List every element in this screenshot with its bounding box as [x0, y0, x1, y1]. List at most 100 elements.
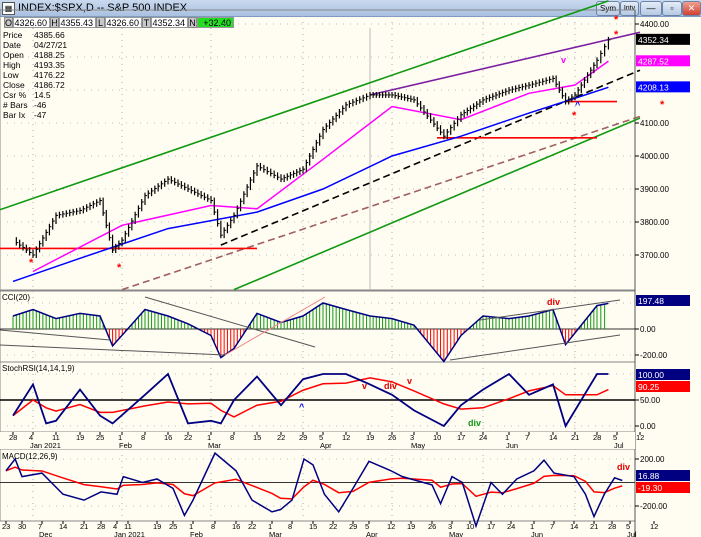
price-bar [35, 246, 39, 258]
price-bar [528, 82, 531, 89]
maximize-button[interactable]: ▫ [662, 1, 682, 16]
info-value: 4193.35 [34, 60, 65, 70]
price-bar [548, 76, 552, 84]
x-tick-label: 22 [277, 433, 285, 442]
price-bar [593, 62, 596, 74]
x-tick-label: 1 [118, 433, 122, 442]
price-bar [193, 187, 197, 196]
price-bar [65, 210, 69, 217]
price-bar [246, 184, 250, 198]
info-row: Price 4385.66 [3, 30, 67, 40]
price-bar [259, 162, 263, 171]
x-tick-label: 5 [613, 433, 617, 442]
price-bar [220, 220, 223, 239]
price-bar [197, 189, 200, 197]
price-bar [381, 91, 385, 98]
price-bar [446, 128, 450, 140]
macd-x-tick-label: 5 [626, 522, 630, 531]
info-value: 4176.22 [34, 70, 65, 80]
ma-slow-line [12, 86, 609, 283]
stochrsi-title: StochRSI(14,14,1,9) [2, 364, 75, 373]
price-bar [115, 243, 118, 254]
price-bar [105, 209, 109, 229]
macd-x-tick-label: 12 [650, 522, 658, 531]
macd-x-tick-label: 21 [590, 522, 598, 531]
intv-button[interactable]: Intv [620, 1, 639, 16]
price-bar [498, 90, 502, 98]
price-bar [328, 119, 332, 130]
price-bar [190, 186, 194, 194]
ma-fast-line [32, 60, 609, 273]
price-bar [352, 99, 355, 107]
cci-title: CCI(20) [2, 293, 30, 302]
cci-line [12, 302, 609, 363]
price-bar [335, 112, 339, 122]
month-label: Jul [614, 441, 624, 450]
price-bar [607, 36, 611, 50]
price-bar [289, 171, 293, 180]
price-bar [345, 101, 348, 112]
macd-month-label: Dec [39, 530, 53, 537]
price-bar [92, 200, 96, 209]
x-tick-label: 28 [9, 433, 17, 442]
macd-x-tick-label: 10 [466, 522, 474, 531]
price-bar [134, 211, 138, 225]
macd-month-label: Mar [269, 530, 282, 537]
macd-x-tick-label: 15 [309, 522, 317, 531]
macd-month-label: Jan 2021 [114, 530, 145, 537]
trendline-4 [121, 115, 641, 291]
cci-trendline [0, 329, 111, 341]
price-bar [253, 170, 256, 184]
price-bar [555, 75, 559, 88]
price-bar [22, 242, 25, 251]
month-label: Jun [506, 441, 518, 450]
date-axis [0, 432, 635, 449]
ma-slow-tag-bg [636, 81, 690, 93]
price-bar [450, 124, 453, 135]
x-tick-label: 17 [457, 433, 465, 442]
info-value: 4188.25 [34, 50, 65, 60]
price-bar [236, 205, 240, 219]
macd-x-tick-label: 17 [487, 522, 495, 531]
macd-x-tick-label: 23 [2, 522, 10, 531]
high-value: 4355.43 [59, 17, 96, 28]
info-label: Low [3, 70, 19, 80]
y-axis-label: 4400.00 [640, 20, 669, 29]
info-value: 04/27/21 [34, 40, 68, 50]
price-bar [160, 180, 164, 190]
stoch-annotation-caret: ^ [299, 402, 305, 412]
info-value: 14.5 [34, 90, 51, 100]
macd-x-tick-label: 30 [18, 522, 26, 531]
x-tick-label: 25 [96, 433, 104, 442]
price-bar [42, 235, 45, 247]
low-value: 4326.60 [105, 17, 142, 28]
month-label: May [411, 441, 425, 450]
price-bar [249, 177, 253, 191]
y-axis-label: 4100.00 [640, 119, 669, 128]
info-row: Date 04/27/21 [3, 40, 67, 50]
price-bar [342, 105, 345, 115]
minimize-button[interactable]: — [640, 1, 662, 16]
price-bar [108, 222, 112, 241]
price-bar [180, 181, 184, 189]
price-bar [375, 91, 379, 98]
price-bar [75, 208, 79, 215]
price-bar [296, 169, 299, 177]
macd-x-tick-label: 3 [448, 522, 452, 531]
price-bar [72, 208, 76, 216]
price-bar [535, 80, 538, 88]
price-bar [460, 111, 463, 123]
trendline-1 [233, 117, 641, 291]
macd-x-tick-label: 1 [189, 522, 193, 531]
price-bar [518, 84, 521, 92]
cci-last-tag: 197.48 [638, 296, 664, 306]
info-label: Close [3, 80, 25, 90]
price-bar [32, 249, 35, 258]
price-bar [150, 187, 154, 197]
y-axis-label: 0.00 [640, 325, 656, 334]
asterisk-marker: * [117, 262, 122, 274]
price-bar [488, 94, 492, 102]
price-bar [223, 227, 227, 239]
info-label: # Bars [3, 100, 28, 110]
